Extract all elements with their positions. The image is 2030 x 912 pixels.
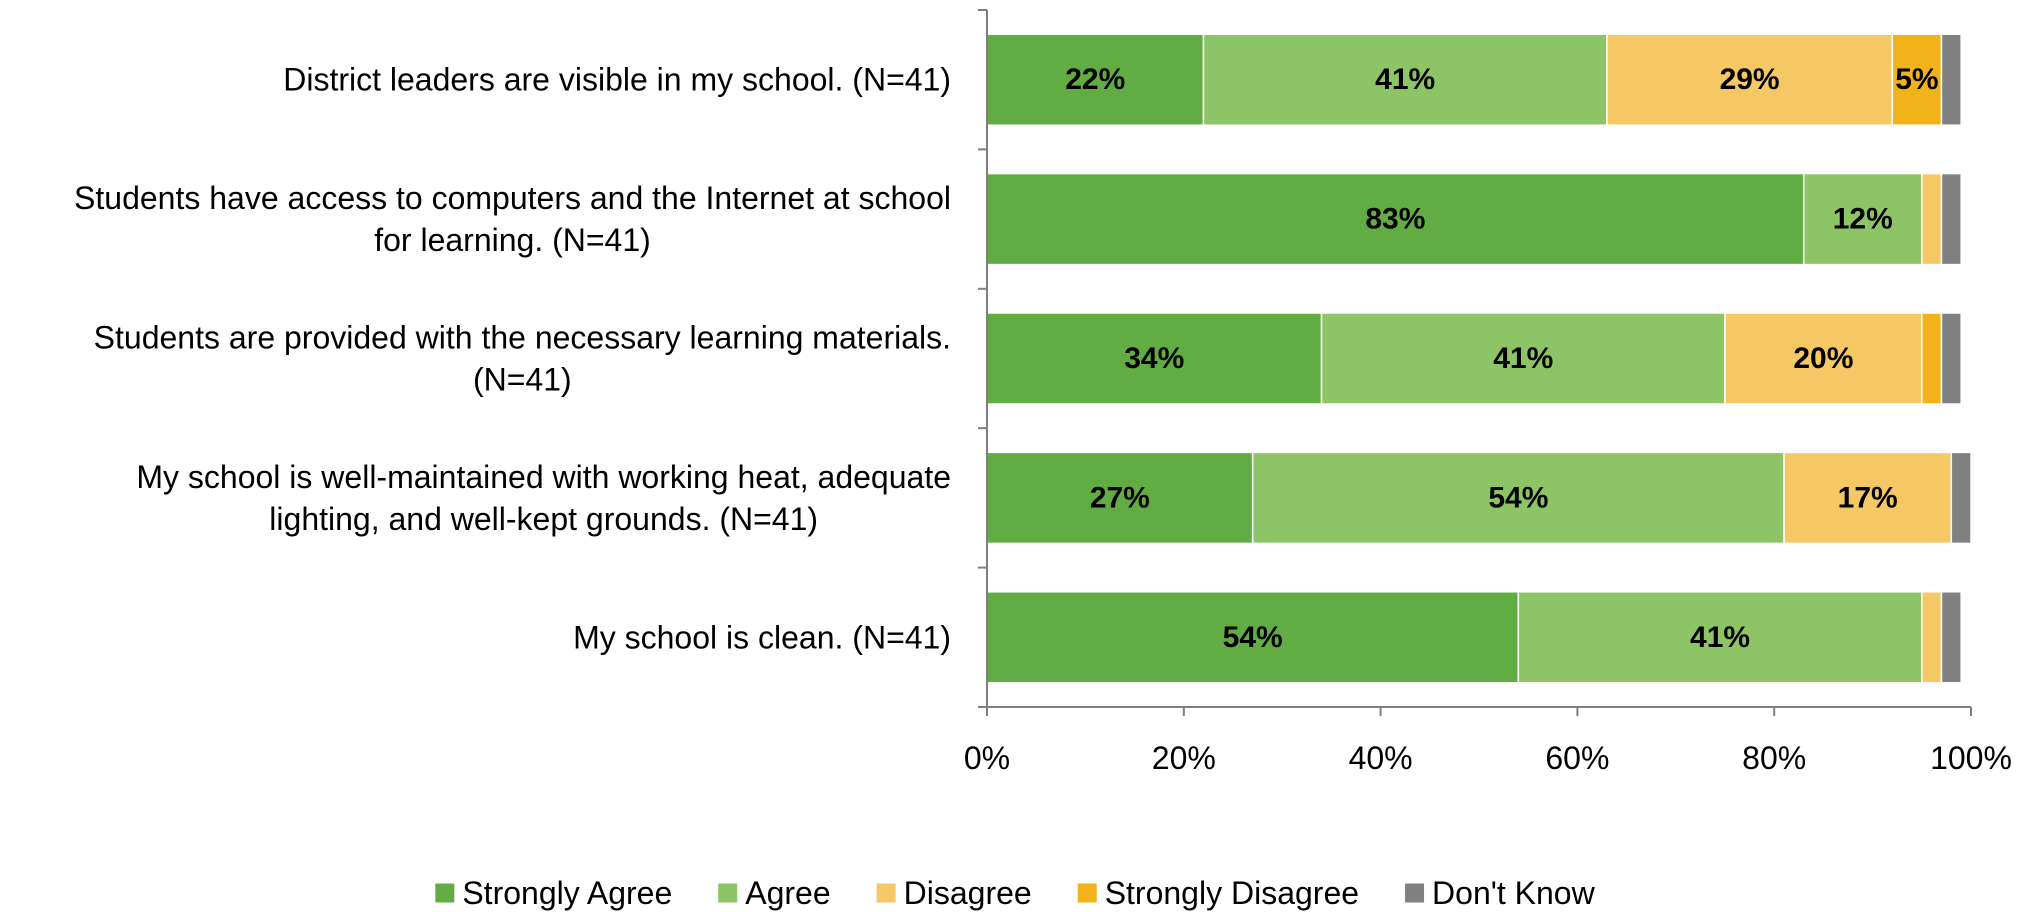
legend-item-strongly-disagree: Strongly Disagree: [1077, 875, 1359, 911]
bar-segment-don-t-know-row-5: [1940, 591, 1962, 684]
legend-item-disagree: Disagree: [876, 875, 1032, 911]
bar-segment-strongly-disagree-row-3: [1921, 312, 1943, 405]
data-label-strongly-agree-row-3: 34%: [1124, 342, 1184, 375]
legend-swatch-disagree: [876, 883, 896, 903]
x-tick-label: 0%: [964, 740, 1010, 776]
bar-segment-strongly-agree-row-5: [986, 591, 1520, 684]
x-tick-label: 20%: [1152, 740, 1216, 776]
data-label-agree-row-4: 54%: [1488, 481, 1548, 514]
category-label-line: lighting, and well-kept grounds. (N=41): [269, 501, 818, 537]
bar-segment-don-t-know-row-4: [1950, 451, 1972, 545]
category-label-1: District leaders are visible in my schoo…: [283, 62, 951, 98]
bar-segment-disagree-row-4: [1783, 451, 1953, 545]
category-label-4: My school is well-maintained with workin…: [136, 459, 951, 537]
legend: Strongly Agree Agree Disagree Strongly Disa…: [435, 875, 1596, 911]
bar-segment-agree-row-5: [1517, 591, 1923, 684]
category-label-line: Students have access to computers and th…: [74, 180, 951, 216]
bar-segment-don-t-know-row-3: [1940, 312, 1962, 405]
bar-segment-disagree-row-3: [1724, 312, 1923, 405]
category-label-3: Students are provided with the necessary…: [94, 320, 951, 398]
legend-item-strongly-agree: Strongly Agree: [435, 875, 672, 911]
data-label-disagree-row-3: 20%: [1793, 342, 1853, 375]
x-tick-label: 40%: [1349, 740, 1413, 776]
legend-item-agree: Agree: [718, 875, 831, 911]
bar-segment-agree-row-2: [1802, 172, 1923, 266]
data-label-disagree-row-4: 17%: [1838, 481, 1898, 514]
bar-segment-strongly-agree-row-2: [986, 172, 1805, 266]
legend-label-don-t-know: Don't Know: [1432, 875, 1596, 911]
bar-segment-don-t-know-row-1: [1940, 33, 1962, 126]
legend-label-agree: Agree: [745, 875, 830, 911]
category-label-line: Students are provided with the necessary…: [94, 320, 951, 356]
category-label-line: for learning. (N=41): [374, 222, 651, 258]
category-label-2: Students have access to computers and th…: [74, 180, 951, 258]
bar-segment-disagree-row-5: [1921, 591, 1943, 684]
bar-segment-don-t-know-row-2: [1940, 172, 1962, 266]
data-label-disagree-row-1: 29%: [1720, 63, 1780, 96]
category-label-line: My school is well-maintained with workin…: [136, 459, 951, 495]
category-label-line: District leaders are visible in my schoo…: [283, 62, 951, 98]
data-label-strongly-disagree-row-1: 5%: [1895, 63, 1938, 96]
data-label-strongly-agree-row-2: 83%: [1365, 203, 1425, 236]
axis-layer: 0% 20% 40% 60% 80% 100%: [964, 9, 2012, 776]
data-label-strongly-agree-row-1: 22%: [1065, 63, 1125, 96]
legend-swatch-strongly-agree: [435, 883, 455, 903]
bar-segment-agree-row-1: [1202, 33, 1608, 126]
bars-layer: 22% 41% 29% 5% 83% 12% 34% 41% 20% 27% 54% 17% 54% 41…: [986, 33, 1972, 684]
category-label-line: (N=41): [473, 362, 572, 398]
bar-segment-strongly-agree-row-3: [986, 312, 1323, 405]
data-label-agree-row-5: 41%: [1690, 621, 1750, 654]
bar-segment-strongly-agree-row-1: [986, 33, 1205, 126]
data-label-agree-row-1: 41%: [1375, 63, 1435, 96]
data-label-agree-row-3: 41%: [1493, 342, 1553, 375]
bar-segment-strongly-agree-row-4: [986, 451, 1254, 545]
category-label-line: My school is clean. (N=41): [573, 619, 951, 655]
data-label-strongly-agree-row-5: 54%: [1223, 621, 1283, 654]
legend-item-don-t-know: Don't Know: [1405, 875, 1596, 911]
legend-swatch-agree: [718, 883, 738, 903]
legend-swatch-don-t-know: [1405, 883, 1425, 903]
category-labels: District leaders are visible in my schoo…: [74, 62, 951, 656]
legend-swatch-strongly-disagree: [1077, 883, 1097, 903]
legend-label-strongly-disagree: Strongly Disagree: [1105, 875, 1359, 911]
bar-segment-agree-row-3: [1320, 312, 1726, 405]
data-label-agree-row-2: 12%: [1833, 203, 1893, 236]
x-tick-label: 80%: [1742, 740, 1806, 776]
x-tick-label: 100%: [1930, 740, 2012, 776]
category-label-5: My school is clean. (N=41): [573, 619, 951, 655]
bar-segment-disagree-row-1: [1606, 33, 1894, 126]
legend-label-strongly-agree: Strongly Agree: [462, 875, 672, 911]
bar-segment-disagree-row-2: [1921, 172, 1943, 266]
data-label-strongly-agree-row-4: 27%: [1090, 481, 1150, 514]
legend-label-disagree: Disagree: [904, 875, 1032, 911]
x-tick-label: 60%: [1545, 740, 1609, 776]
